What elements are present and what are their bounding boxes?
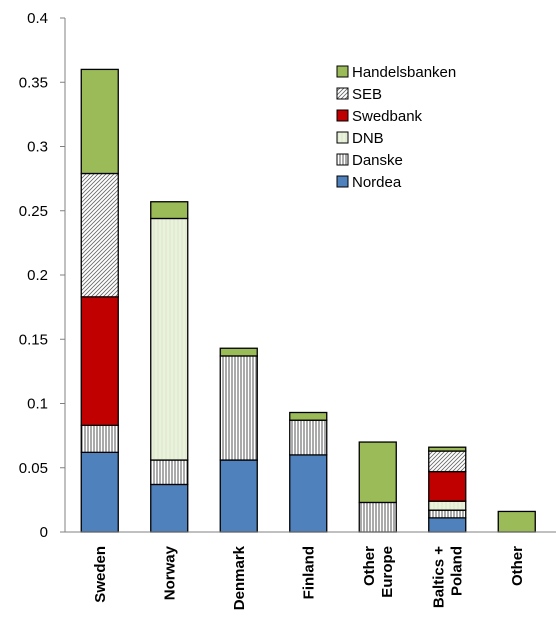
bar-segment-swedbank [428,470,467,502]
bar-segment-nordea [150,483,189,533]
bar-segment-swedbank [80,296,119,426]
bars [80,68,536,533]
bar-segment-nordea [289,454,328,533]
x-category-label: Baltics + [430,546,447,608]
bar-segment-danske [219,355,258,461]
x-category-label: Sweden [92,546,109,603]
bar-segment-dnb [428,500,467,511]
bar-segment-handelsbanken [150,201,189,220]
legend-label-seb: SEB [352,86,382,103]
y-tick-label: 0.05 [19,460,48,477]
bar-segment-danske [80,424,119,453]
bar-segment-nordea [428,517,467,533]
bar-segment-danske [289,419,328,456]
bar-segment-dnb [150,217,189,461]
y-tick-label: 0.15 [19,331,48,348]
bar-segment-seb [428,450,467,473]
y-tick-label: 0.3 [27,139,48,156]
legend-label-dnb: DNB [352,130,384,147]
bar-segment-handelsbanken [428,446,467,452]
legend-swatch-dnb [336,131,349,144]
y-tick-label: 0.1 [27,396,48,413]
legend-label-danske: Danske [352,152,403,169]
x-category-label: Denmark [231,545,248,610]
y-tick-label: 0.25 [19,203,48,220]
bar-segment-nordea [219,459,258,533]
x-category-label: Europe [379,546,396,598]
legend-label-swedbank: Swedbank [352,108,423,125]
bar-segment-handelsbanken [289,411,328,421]
bar-segment-handelsbanken [219,347,258,357]
x-category-label: Poland [448,546,465,596]
legend-swatch-danske [336,153,349,166]
y-tick-label: 0.2 [27,267,48,284]
bar-segment-handelsbanken [497,510,536,533]
bar-segment-handelsbanken [358,441,397,504]
x-category-label: Other [361,546,378,586]
x-labels: Sweden Norway Denmark Finland Other Europe Bal… [92,545,526,610]
legend: Handelsbanken SEB Swedbank DNB Danske Nordea [336,64,456,191]
legend-swatch-nordea [336,175,349,188]
legend-swatch-swedbank [336,109,349,122]
x-category-label: Norway [161,545,178,600]
bar-segment-danske [150,459,189,486]
bar-segment-danske [428,509,467,519]
bar-segment-seb [80,172,119,298]
y-ticks: 0 0.05 0.1 0.15 0.2 0.25 0.3 0.35 0.4 [19,10,65,541]
x-category-label: Other [509,546,526,586]
y-tick-label: 0 [40,524,48,541]
y-tick-label: 0.4 [27,10,48,27]
legend-label-nordea: Nordea [352,174,402,191]
bar-segment-nordea [80,451,119,533]
bar-segment-handelsbanken [80,68,119,175]
x-category-label: Finland [300,546,317,599]
legend-swatch-handelsbanken [336,65,349,78]
y-tick-label: 0.35 [19,74,48,91]
legend-label-handelsbanken: Handelsbanken [352,64,456,81]
bar-segment-danske [358,501,397,533]
legend-swatch-seb [336,87,349,100]
